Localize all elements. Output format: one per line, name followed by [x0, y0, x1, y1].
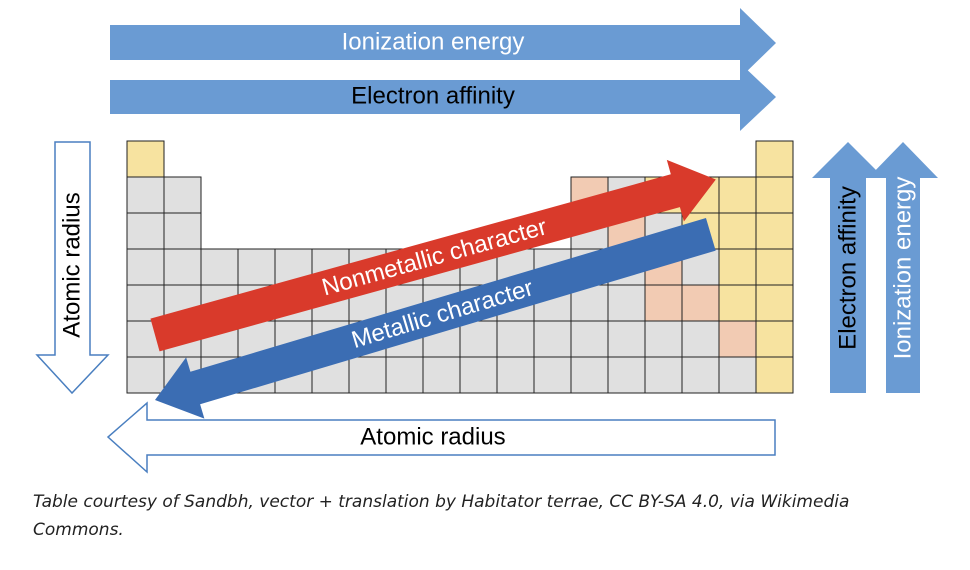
element-cell — [496, 320, 535, 358]
element-cell — [644, 356, 683, 394]
caption: Table courtesy of Sandbh, vector + trans… — [33, 492, 850, 540]
arrow-label: Electron affinity — [834, 186, 861, 350]
element-cell — [755, 212, 794, 250]
element-cell — [163, 248, 202, 286]
element-cell — [533, 320, 572, 358]
arrow — [110, 63, 776, 131]
arrow — [868, 142, 938, 393]
element-cell — [718, 212, 757, 250]
element-cell — [496, 356, 535, 394]
arrow — [155, 218, 716, 419]
element-cell — [718, 320, 757, 358]
arrow-label: Electron affinity — [351, 82, 515, 109]
element-cell — [755, 140, 794, 178]
arrow-label: Atomic radius — [58, 192, 85, 337]
element-cell — [681, 320, 720, 358]
element-cell — [644, 320, 683, 358]
arrow — [110, 8, 776, 78]
element-cell — [126, 176, 165, 214]
element-cell — [126, 356, 165, 394]
arrow — [150, 159, 716, 352]
element-cell — [126, 212, 165, 250]
element-cell — [718, 176, 757, 214]
element-cell — [607, 284, 646, 322]
element-cell — [681, 284, 720, 322]
element-cell — [163, 212, 202, 250]
arrow-label: Ionization energy — [889, 177, 916, 360]
element-cell — [755, 176, 794, 214]
diagram: Ionization energy Electron affinity Atom… — [35, 8, 938, 474]
element-cell — [422, 356, 461, 394]
element-cell — [200, 248, 239, 286]
element-cell — [755, 248, 794, 286]
element-cell — [533, 356, 572, 394]
arrow — [812, 142, 884, 393]
element-cell — [348, 356, 387, 394]
element-cell — [126, 248, 165, 286]
element-cell — [385, 356, 424, 394]
element-cell — [755, 320, 794, 358]
arrow — [35, 141, 110, 395]
element-cell — [718, 284, 757, 322]
element-cell — [163, 176, 202, 214]
element-cell — [681, 356, 720, 394]
element-cell — [126, 284, 165, 322]
element-cell — [644, 284, 683, 322]
element-cell — [570, 356, 609, 394]
element-cell — [607, 320, 646, 358]
arrow — [106, 401, 776, 474]
element-cell — [755, 356, 794, 394]
element-cell — [237, 248, 276, 286]
element-cell — [459, 320, 498, 358]
element-cell — [607, 356, 646, 394]
element-cell — [718, 356, 757, 394]
element-cell — [570, 320, 609, 358]
arrow-label: Atomic radius — [360, 423, 505, 450]
element-cell — [718, 248, 757, 286]
element-cell — [755, 284, 794, 322]
element-cell — [126, 140, 165, 178]
arrow-label: Ionization energy — [342, 28, 525, 55]
element-cell — [459, 356, 498, 394]
